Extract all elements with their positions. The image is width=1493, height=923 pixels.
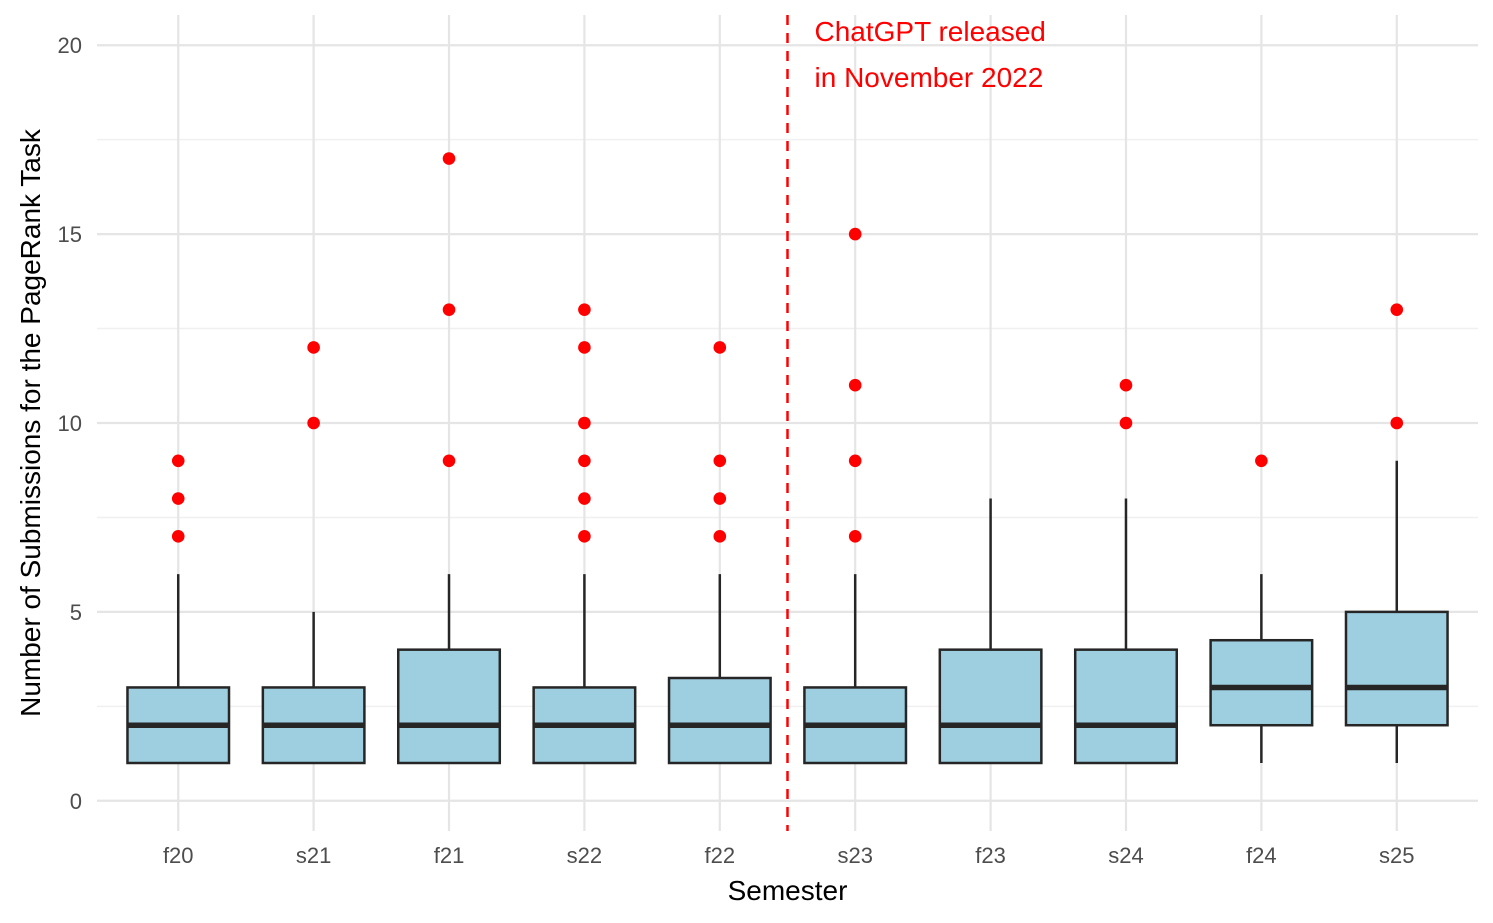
y-tick-label: 10 [58,411,82,436]
box-f24 [1209,574,1314,763]
y-tick-label: 5 [70,600,82,625]
outlier-point [848,227,862,241]
outlier-point [442,152,456,165]
x-tick-label: f21 [434,843,465,868]
outlier-point [848,454,862,468]
x-tick-label: f22 [705,843,736,868]
iqr-box [667,676,772,765]
outlier-point [1119,416,1133,430]
outlier-point [442,454,456,468]
box-s24 [1073,498,1179,765]
x-tick-label: f23 [975,843,1006,868]
y-tick-label: 15 [58,222,82,247]
x-tick-label: s25 [1379,843,1414,868]
x-tick-label: s23 [837,843,872,868]
outlier-point [578,416,591,430]
outlier-point [713,341,727,354]
y-tick-label: 0 [70,789,82,814]
outlier-point [1390,416,1404,430]
y-tick-label: 20 [58,33,82,58]
outlier-point [442,303,456,316]
box-f23 [938,498,1043,765]
outlier-point [307,341,320,354]
y-axis-title: Number of Submissions for the PageRank T… [15,128,46,717]
x-axis-tick-labels: f20 s21 f21 s22 f22 s23 f23 s24 f24 s25 [163,843,1415,868]
outlier-point [848,530,862,543]
iqr-box [938,648,1043,765]
box-f21 [396,574,502,765]
outlier-point [171,530,185,543]
x-axis-title: Semester [728,875,848,906]
box-f20 [126,574,231,765]
outlier-point [578,492,591,505]
boxplot-boxes [126,460,1449,765]
outlier-point [1255,454,1268,468]
y-axis-tick-labels: 0 5 10 15 20 [58,33,82,814]
box-s21 [261,611,366,765]
outlier-point [848,378,862,392]
outlier-point [1390,303,1404,316]
x-tick-label: f24 [1246,843,1277,868]
box-s23 [803,574,908,765]
outlier-point [578,530,591,543]
iqr-box [1073,648,1179,765]
outlier-point [578,454,591,468]
x-tick-label: f20 [163,843,194,868]
box-s22 [532,574,637,765]
annotation-text-line-2: in November 2022 [815,62,1044,93]
outlier-point [171,492,185,505]
chatgpt-annotation: ChatGPT released in November 2022 [786,15,1046,831]
outlier-point [578,303,591,316]
iqr-box [1209,638,1314,727]
outlier-point [578,341,591,354]
box-s25 [1344,460,1449,763]
outlier-point [1119,378,1133,392]
x-tick-label: s22 [567,843,602,868]
outlier-point [171,454,185,468]
x-tick-label: s24 [1108,843,1143,868]
iqr-box [1344,610,1449,727]
annotation-text-line-1: ChatGPT released [815,16,1046,47]
outlier-point [713,454,727,468]
outlier-point [713,492,727,505]
box-f22 [667,574,772,765]
outlier-point [307,416,320,430]
iqr-box [396,648,502,765]
x-tick-label: s21 [296,843,331,868]
outlier-point [713,530,727,543]
outlier-points [171,152,1404,543]
